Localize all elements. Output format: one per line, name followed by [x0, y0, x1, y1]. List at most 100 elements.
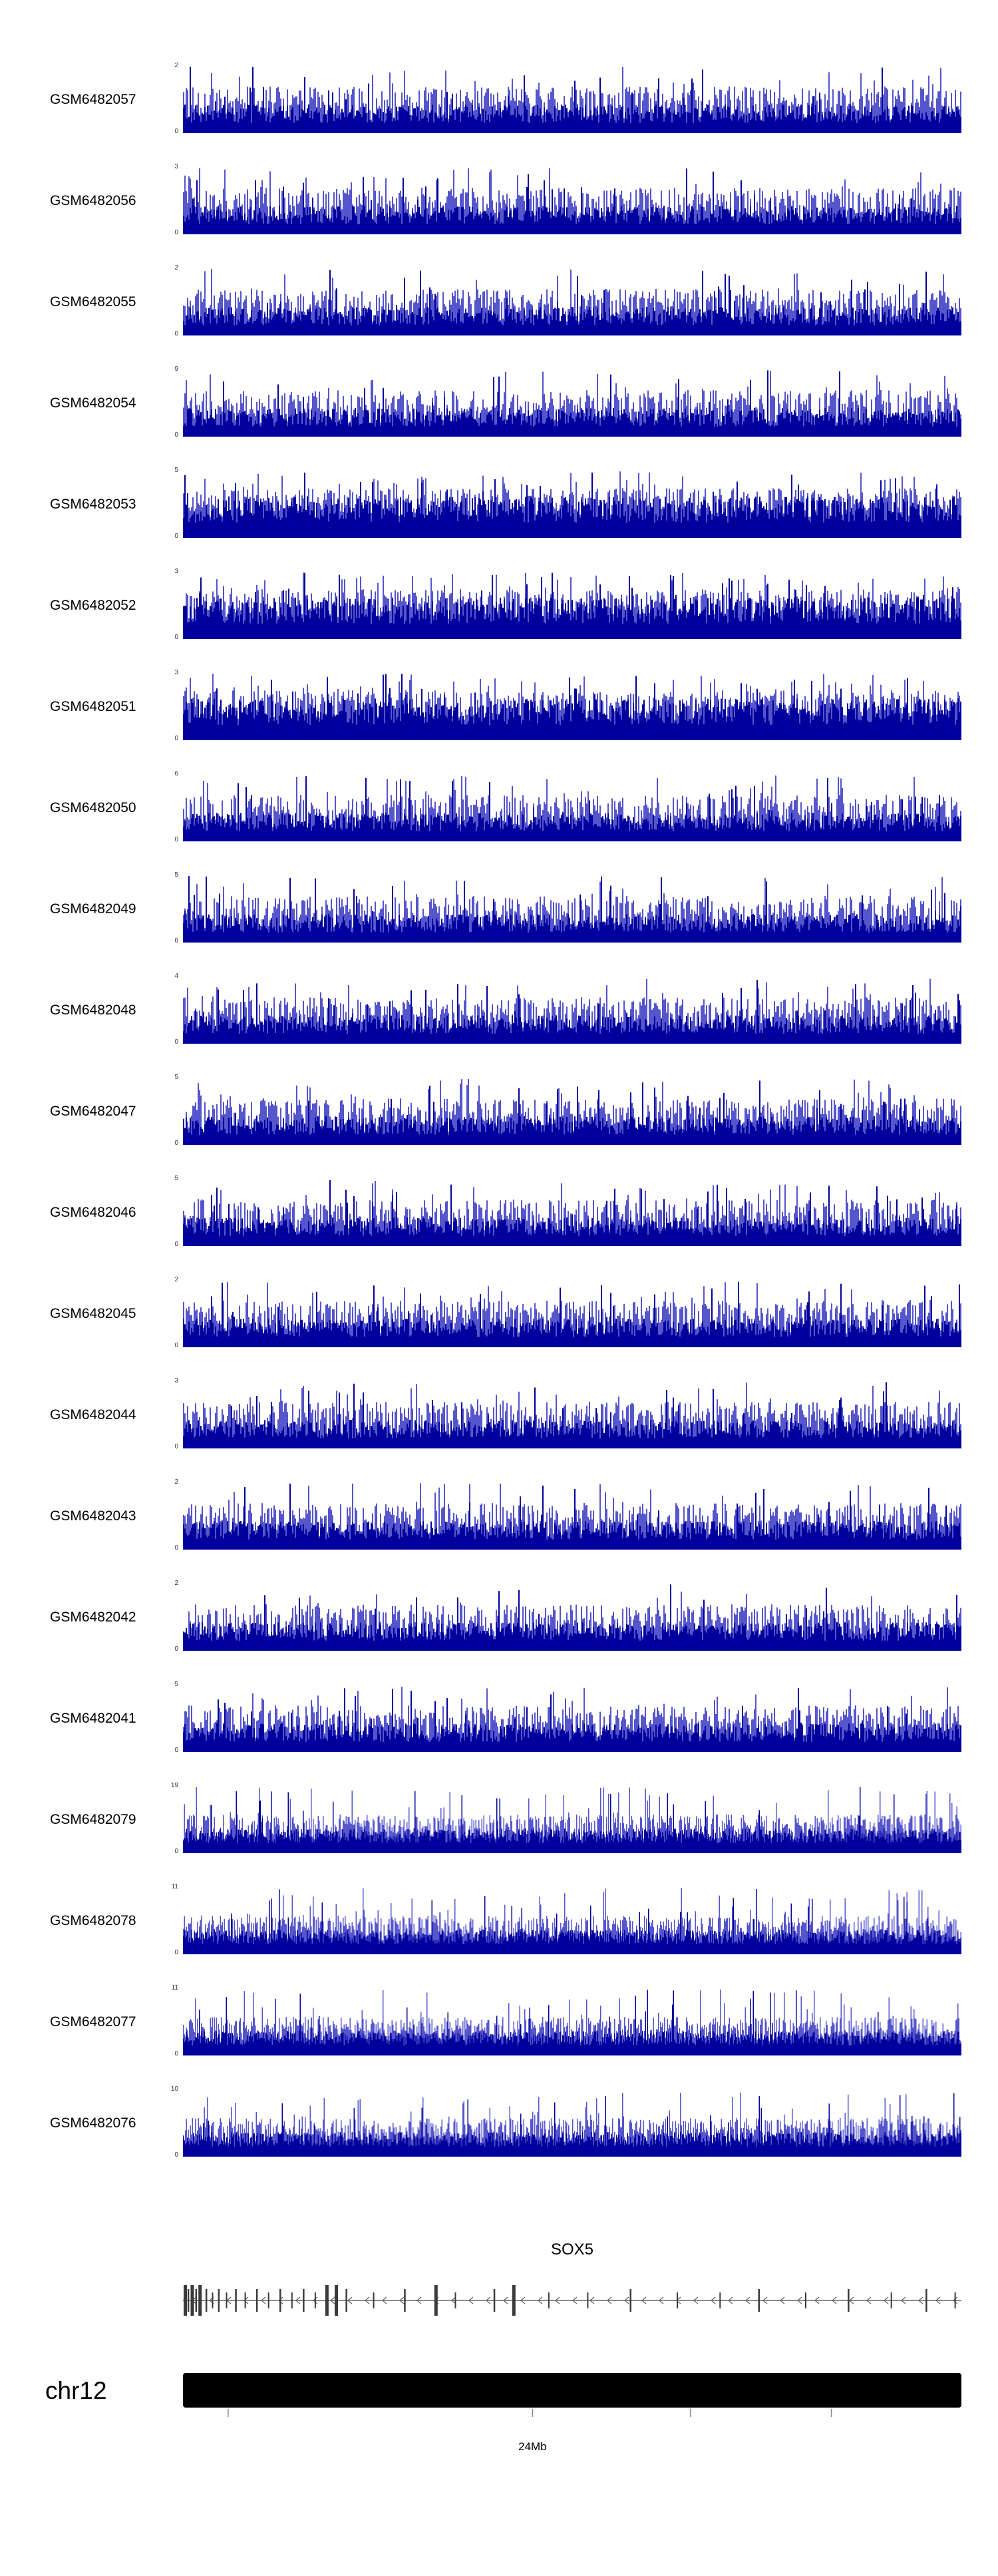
signal-track-row: GSM6482056 3 0	[0, 164, 998, 236]
coverage-signal	[183, 572, 961, 639]
y-axis-max-label: 5	[174, 1074, 178, 1081]
y-axis-max-label: 11	[171, 1883, 178, 1890]
chromosome-label: chr12	[45, 2377, 107, 2404]
y-axis-min-label: 0	[174, 1342, 178, 1349]
coordinate-ruler	[228, 2409, 832, 2417]
signal-track-row: GSM6482077 11 0	[0, 1985, 998, 2057]
y-axis-max-label: 6	[174, 770, 178, 777]
signal-plot-area: 2 0	[174, 1277, 961, 1349]
y-axis-max-label: 3	[174, 1377, 178, 1385]
signal-plot-area: 2 0	[174, 1580, 961, 1653]
coverage-signal	[183, 67, 961, 133]
coverage-signal	[183, 775, 961, 841]
sample-label: GSM6482052	[50, 598, 136, 613]
y-axis-min-label: 0	[174, 1241, 178, 1248]
coverage-signal	[183, 1483, 961, 1550]
signal-plot-area: 11 0	[172, 1985, 961, 2057]
coverage-signal	[183, 1584, 961, 1651]
signal-track-row: GSM6482046 5 0	[0, 1176, 998, 1248]
gene-model	[183, 2285, 961, 2316]
y-axis-min-label: 0	[174, 937, 178, 945]
sample-label: GSM6482045	[50, 1306, 136, 1321]
y-axis-min-label: 0	[174, 1443, 178, 1450]
coverage-signal	[183, 1888, 961, 1954]
sample-label: GSM6482077	[50, 2014, 136, 2030]
sample-label: GSM6482076	[50, 2115, 136, 2131]
coverage-signal	[183, 1990, 961, 2055]
y-axis-max-label: 9	[174, 365, 178, 373]
y-axis-max-label: 3	[174, 669, 178, 676]
signal-plot-area: 2 0	[174, 265, 961, 337]
y-axis-min-label: 0	[174, 431, 178, 439]
y-axis-max-label: 3	[174, 568, 178, 575]
chromosome-bar	[183, 2373, 961, 2408]
sample-label: GSM6482044	[50, 1407, 136, 1422]
sample-label: GSM6482054	[50, 395, 136, 411]
signal-plot-area: 5 0	[174, 1176, 961, 1248]
coverage-signal	[183, 1787, 961, 1853]
signal-track-row: GSM6482041 5 0	[0, 1681, 998, 1754]
y-axis-min-label: 0	[174, 836, 178, 843]
signal-plot-area: 2 0	[174, 1479, 961, 1552]
coverage-signal	[183, 1687, 961, 1752]
signal-plot-area: 3 0	[174, 568, 961, 641]
y-axis-min-label: 0	[174, 128, 178, 135]
sample-label: GSM6482049	[50, 901, 136, 917]
coverage-signal	[183, 978, 961, 1044]
signal-track-row: GSM6482055 2 0	[0, 265, 998, 337]
y-axis-min-label: 0	[174, 1140, 178, 1147]
y-axis-min-label: 0	[174, 330, 178, 337]
sample-label: GSM6482051	[50, 699, 136, 714]
sample-label: GSM6482048	[50, 1002, 136, 1018]
y-axis-max-label: 11	[171, 1984, 178, 1992]
y-axis-max-label: 2	[174, 62, 178, 69]
signal-plot-area: 19 0	[171, 1783, 961, 1855]
sample-label: GSM6482042	[50, 1610, 136, 1625]
signal-track-row: GSM6482053 5 0	[0, 467, 998, 540]
y-axis-max-label: 5	[174, 871, 178, 879]
signal-plot-area: 5 0	[174, 1681, 961, 1754]
sample-label: GSM6482056	[50, 193, 136, 208]
signal-track-row: GSM6482048 4 0	[0, 973, 998, 1046]
coverage-signal	[183, 168, 961, 234]
y-axis-min-label: 0	[174, 634, 178, 641]
signal-plot-area: 10 0	[171, 2086, 961, 2159]
signal-plot-area: 9 0	[174, 366, 961, 439]
sample-label: GSM6482057	[50, 92, 136, 107]
signal-track-row: GSM6482076 10 0	[0, 2086, 998, 2159]
coverage-signal	[183, 1079, 961, 1145]
signal-track-row: GSM6482047 5 0	[0, 1074, 998, 1147]
y-axis-min-label: 0	[174, 2151, 178, 2159]
sample-label: GSM6482079	[50, 1812, 136, 1827]
signal-track-row: GSM6482042 2 0	[0, 1580, 998, 1653]
signal-plot-area: 3 0	[174, 670, 961, 742]
coverage-signal	[183, 1382, 961, 1448]
signal-plot-area: 5 0	[174, 872, 961, 945]
signal-plot-area: 11 0	[172, 1884, 961, 1956]
sample-label: GSM6482041	[50, 1711, 136, 1726]
coverage-signal	[183, 1281, 961, 1347]
y-axis-max-label: 3	[174, 163, 178, 170]
signal-track-row: GSM6482079 19 0	[0, 1783, 998, 1855]
coverage-signal	[183, 674, 961, 740]
y-axis-min-label: 0	[174, 1747, 178, 1754]
y-axis-min-label: 0	[174, 2050, 178, 2057]
signal-track-row: GSM6482049 5 0	[0, 872, 998, 945]
y-axis-min-label: 0	[174, 1645, 178, 1653]
gene-name-label: SOX5	[550, 2241, 594, 2258]
coverage-signal	[183, 370, 961, 437]
coverage-signal	[183, 876, 961, 943]
signal-plot-area: 5 0	[174, 1074, 961, 1147]
signal-track-row: GSM6482057 2 0	[0, 63, 998, 135]
signal-track-row: GSM6482054 9 0	[0, 366, 998, 439]
y-axis-max-label: 19	[170, 1782, 178, 1789]
y-axis-min-label: 0	[174, 1949, 178, 1956]
y-axis-max-label: 10	[170, 2085, 178, 2093]
y-axis-max-label: 4	[174, 972, 178, 980]
coverage-signal	[183, 269, 961, 335]
sample-label: GSM6482047	[50, 1104, 136, 1119]
y-axis-max-label: 2	[174, 1580, 178, 1587]
y-axis-max-label: 5	[174, 467, 178, 474]
signal-plot-area: 3 0	[174, 1378, 961, 1450]
